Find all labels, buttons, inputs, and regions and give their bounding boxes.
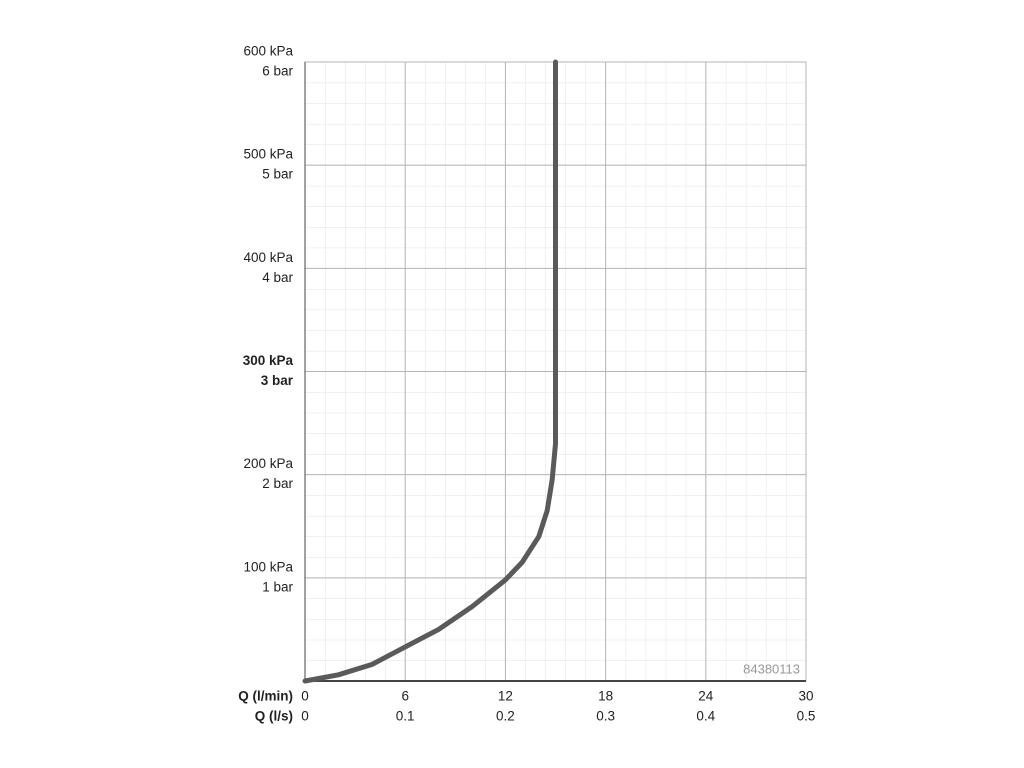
- y2-tick-label: 5 bar: [262, 167, 293, 182]
- y-tick-label: 400 kPa: [243, 250, 293, 265]
- y2-tick-label: 1 bar: [262, 579, 293, 594]
- x-tick-label: 12: [498, 689, 513, 704]
- watermark: 84380113: [743, 661, 800, 676]
- line: [302, 59, 558, 684]
- x-tick-label: 6: [401, 689, 409, 704]
- x2-tick-label: 0: [301, 709, 309, 724]
- x-tick-label: 18: [598, 689, 613, 704]
- y-tick-label: 200 kPa: [243, 456, 293, 471]
- x2-tick-label: 0.5: [797, 709, 816, 724]
- y-tick-label: 300 kPa: [243, 353, 294, 368]
- x2-tick-label: 0.3: [596, 709, 615, 724]
- x-tick-label: 24: [698, 689, 714, 704]
- y2-tick-label: 2 bar: [262, 476, 293, 491]
- x2-tick-label: 0.1: [396, 709, 415, 724]
- y-tick-label: 600 kPa: [243, 44, 293, 59]
- y2-tick-label: 3 bar: [261, 373, 294, 388]
- y2-tick-label: 4 bar: [262, 270, 293, 285]
- x2-tick-label: 0.4: [696, 709, 715, 724]
- y-tick-label: 500 kPa: [243, 147, 293, 162]
- x-tick-label: 0: [301, 689, 309, 704]
- y2-tick-label: 6 bar: [262, 64, 293, 79]
- x-axis-title: Q (l/min): [238, 689, 293, 704]
- x-tick-label: 30: [798, 689, 813, 704]
- x2-axis-title: Q (l/s): [255, 709, 293, 724]
- y-tick-label: 100 kPa: [243, 559, 293, 574]
- x2-tick-label: 0.2: [496, 709, 515, 724]
